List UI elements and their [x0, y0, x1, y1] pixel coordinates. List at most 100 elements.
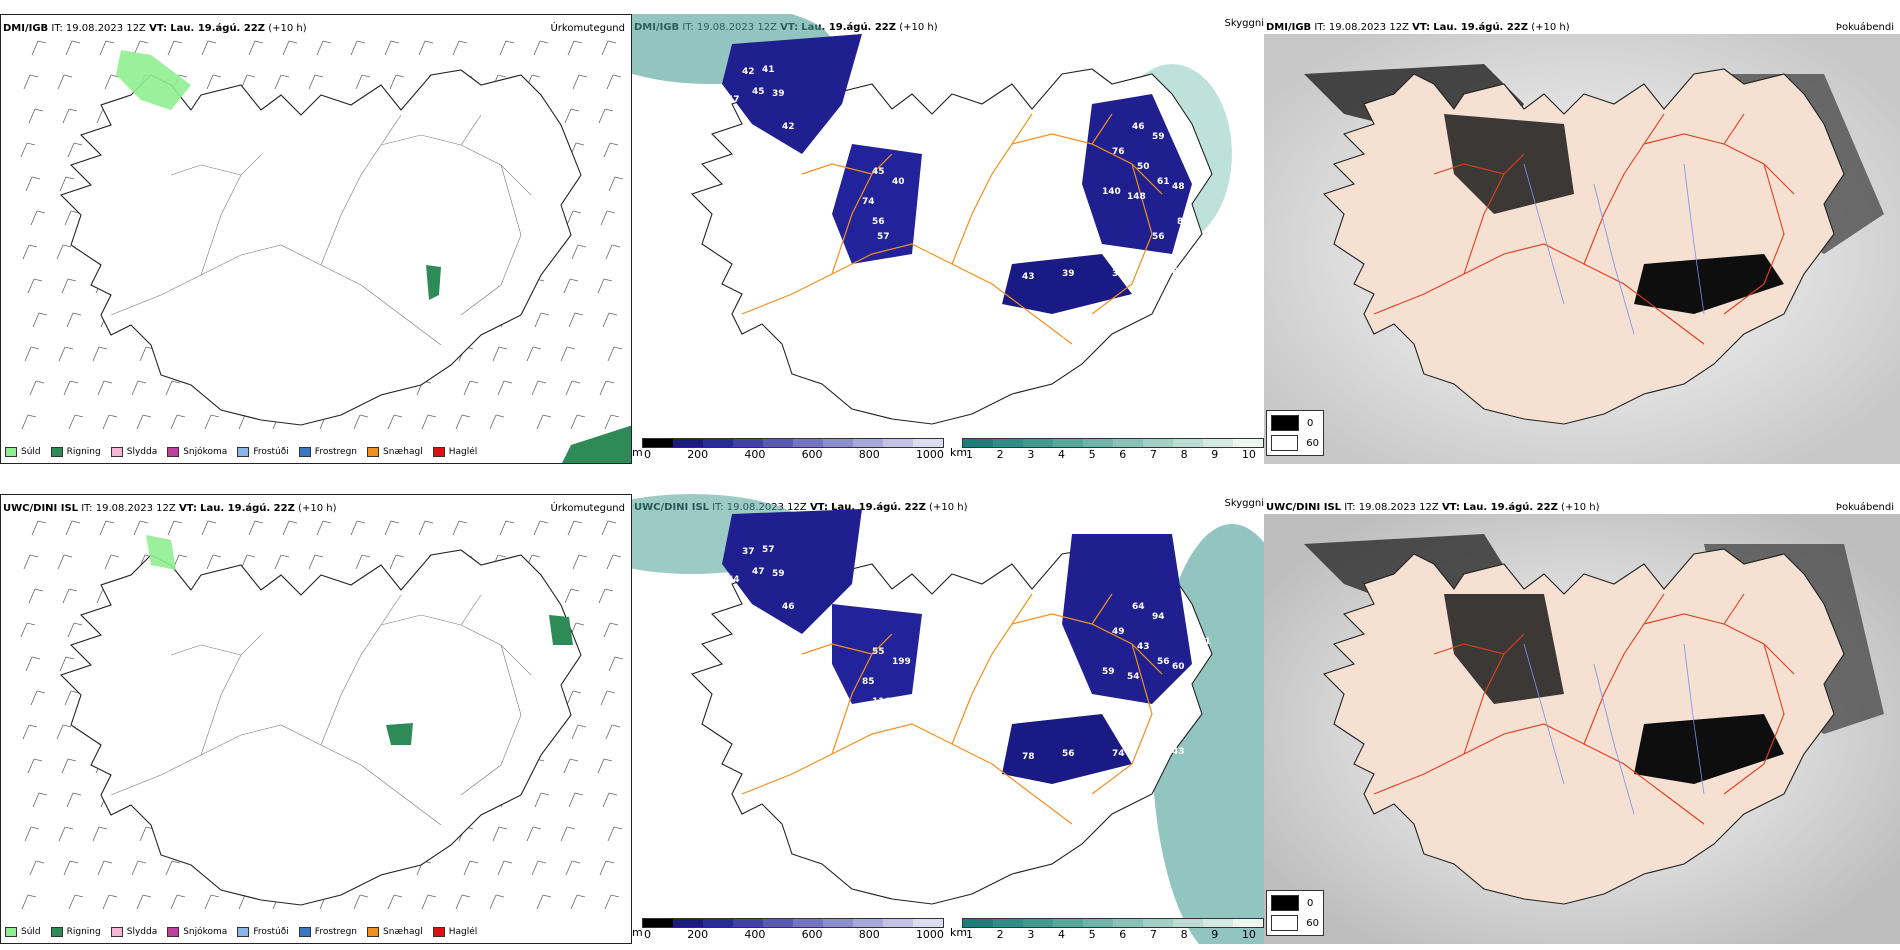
colorbar-tick: 0 — [644, 448, 651, 461]
colorbar-tick: 600 — [801, 448, 823, 461]
wind-barb-flag — [505, 520, 515, 524]
wind-barb — [536, 414, 544, 430]
vt-label: VT: — [1412, 22, 1431, 33]
wind-barb-flag — [575, 142, 585, 146]
wind-barb-flag — [390, 40, 400, 44]
wind-barb — [601, 520, 609, 536]
cloud-base-label: 61 — [1157, 177, 1170, 187]
ceiling-colorbar — [642, 438, 944, 448]
wind-barb — [567, 40, 575, 56]
colorbar-step — [703, 439, 733, 447]
wind-barb — [248, 40, 256, 56]
fog-area — [1634, 714, 1784, 784]
cloud-base-label: 116 — [872, 697, 891, 707]
wind-barb-flag — [26, 622, 36, 626]
init-time: 19.08.2023 12Z — [1358, 502, 1439, 513]
vis-unit: km — [950, 926, 968, 939]
colorbar-tick: 9 — [1211, 928, 1219, 941]
wind-barb-flag — [34, 108, 44, 112]
wind-barb — [384, 520, 392, 536]
cloud-base-label: 41 — [762, 65, 775, 75]
road-lines — [1373, 113, 1795, 345]
wind-barb — [204, 894, 212, 910]
wind-barb-flag — [62, 724, 72, 728]
legend-item: Slydda — [110, 447, 157, 457]
model-name: DMI/IGB — [3, 23, 49, 34]
wind-barb — [21, 414, 29, 430]
wind-barb-flag — [31, 656, 41, 660]
wind-barb-flag — [498, 346, 508, 350]
wind-barb — [20, 622, 28, 638]
wind-barb-flag — [212, 74, 222, 78]
wind-barb — [30, 690, 38, 706]
colorbar-step — [793, 919, 823, 927]
wind-barb-flag — [574, 792, 584, 796]
wind-barb-flag — [576, 414, 586, 418]
wind-barb — [92, 346, 100, 362]
wind-barb — [32, 792, 40, 808]
cloud-base-label: 49 — [1112, 627, 1125, 637]
colorbar-step — [763, 919, 793, 927]
colorbar-tick: 2 — [996, 928, 1004, 941]
lead-time: (+10 h) — [1561, 502, 1600, 513]
wind-barb — [499, 40, 507, 56]
legend-item: Frostúði — [237, 447, 289, 457]
wind-barb-flag — [29, 74, 39, 78]
wind-barb-flag — [98, 346, 108, 350]
wind-barb-flag — [103, 860, 113, 864]
wind-barb-flag — [173, 520, 183, 524]
cloud-base-label: 76 — [1112, 147, 1125, 157]
colorbar-step — [793, 439, 823, 447]
wind-barb — [605, 244, 613, 260]
wind-barb-flag — [171, 380, 181, 384]
wind-barb — [170, 414, 178, 430]
wind-barb — [136, 414, 144, 430]
cloud-base-label: 43 — [1022, 272, 1035, 282]
cloud-base-label: 64 — [727, 575, 740, 585]
wind-barb — [61, 278, 69, 294]
wind-barb-flag — [606, 690, 616, 694]
colorbar-step — [733, 439, 763, 447]
wind-barb-flag — [254, 520, 264, 524]
legend-item: Snjókoma — [167, 447, 227, 457]
cloud-base-label: 42 — [782, 122, 795, 132]
wind-barb — [27, 758, 35, 774]
wind-barb-flag — [609, 622, 619, 626]
iceland-coastline — [59, 69, 582, 426]
wind-barb-flag — [38, 792, 48, 796]
cloud-base-label: 57 — [877, 232, 890, 242]
wind-barb-flag — [314, 74, 324, 78]
colorbar-step — [883, 919, 913, 927]
wind-barb-flag — [361, 74, 371, 78]
wind-barb-flag — [578, 554, 588, 558]
cloud-base-label: 40 — [892, 177, 905, 187]
road-lines — [1373, 593, 1795, 825]
cloud-base-label: 43 — [1137, 642, 1150, 652]
wind-barb — [384, 40, 392, 56]
colorbar-tick: 1000 — [915, 928, 944, 941]
vt-label: VT: — [809, 502, 828, 513]
legend-item: Snæhagl — [367, 927, 423, 937]
cloud-base-label: 39 — [1112, 269, 1125, 279]
road-lines — [110, 594, 532, 826]
panel-title: Úrkomutegund — [550, 23, 625, 34]
wind-barb-flag — [576, 894, 586, 898]
wind-barb-flag — [27, 414, 37, 418]
low-ceiling-area — [832, 604, 922, 704]
cloud-map: 42 41 45 39 47 42 88 45 40 74 56 57 68 46 76 59 50 61 48 14… — [632, 14, 1232, 425]
wind-barb-flag — [178, 554, 188, 558]
wind-barb — [65, 520, 73, 536]
wind-barb-flag — [70, 210, 80, 214]
wind-barb-flag — [361, 554, 371, 558]
wind-barb — [566, 210, 574, 226]
precip-panel-top: DMI/IGB IT: 19.08.2023 12Z VT: Lau. 19.á… — [0, 14, 632, 464]
cloud-base-label: 56 — [872, 217, 885, 227]
wind-barb — [607, 346, 615, 362]
wind-barb — [32, 312, 40, 328]
colorbar-tick: 8 — [1180, 928, 1188, 941]
wind-barb — [58, 826, 66, 842]
wind-barb-flag — [604, 108, 614, 112]
colorbar-step — [673, 919, 703, 927]
cloud-base-labels: 42 41 45 39 47 42 88 45 40 74 56 57 68 46 76 59 50 61 48 14… — [727, 65, 1190, 347]
cloud-base-label: 140 — [1102, 187, 1121, 197]
